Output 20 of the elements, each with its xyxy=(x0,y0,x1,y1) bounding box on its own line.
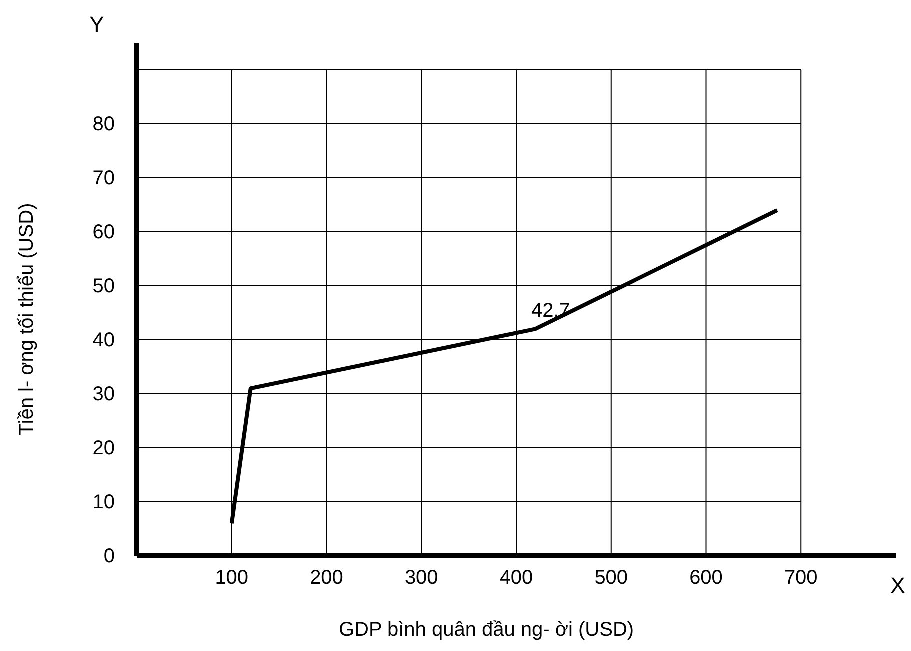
y-axis-title: Tiền l- ơng tối thiểu (USD) xyxy=(16,203,38,436)
y-tick-label: 0 xyxy=(104,545,115,568)
x-tick-label: 700 xyxy=(784,567,818,590)
y-tick-label: 40 xyxy=(92,329,115,352)
text: X xyxy=(890,573,906,598)
y-tick-label: 70 xyxy=(92,167,115,190)
x-tick-label: 400 xyxy=(500,567,534,590)
x-tick-label: 200 xyxy=(310,567,344,590)
y-tick-label: 20 xyxy=(92,437,115,460)
x-tick-label: 600 xyxy=(690,567,723,590)
y-tick-label: 10 xyxy=(92,491,115,514)
y-tick-label: 30 xyxy=(92,383,115,406)
y-tick-label: 80 xyxy=(92,113,115,136)
y-tick-label: 50 xyxy=(92,275,115,298)
y-tick-label: 60 xyxy=(92,221,115,244)
text: Y xyxy=(90,12,105,37)
x-tick-label: 300 xyxy=(404,567,438,590)
x-axis-title: GDP bình quân đầu ng- ời (USD) xyxy=(338,619,634,641)
x-tick-label: 500 xyxy=(594,567,628,590)
x-tick-label: 100 xyxy=(215,567,249,590)
